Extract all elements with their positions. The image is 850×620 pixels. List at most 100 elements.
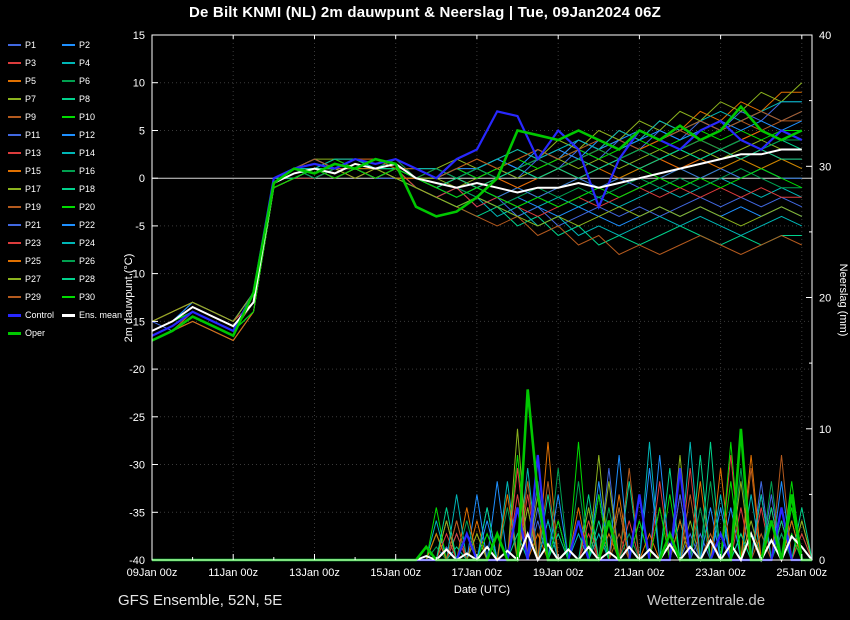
svg-text:09Jan 00z: 09Jan 00z — [127, 567, 178, 579]
svg-text:-35: -35 — [129, 507, 145, 519]
svg-text:40: 40 — [819, 30, 831, 42]
legend-item-label: P10 — [79, 112, 96, 122]
chart-tick-labels: 15 10 5 0 -5 -10 -15 -20 -25 -30 -35 -40 0 10 20 30 40 09… — [127, 30, 832, 579]
svg-text:-20: -20 — [129, 364, 145, 376]
svg-text:17Jan 00z: 17Jan 00z — [452, 567, 503, 579]
legend-item-label: P11 — [25, 130, 41, 140]
legend-item-p4: P4 — [62, 54, 122, 72]
legend-item-p27: P27 — [8, 270, 54, 288]
y-right-axis-label: Neerslag (mm) — [837, 264, 849, 337]
legend-item-label: Ens. mean — [79, 310, 123, 320]
legend-item-label: P19 — [25, 202, 42, 212]
legend-item-p20: P20 — [62, 198, 122, 216]
svg-text:5: 5 — [139, 126, 145, 138]
legend-item-label: P4 — [79, 58, 91, 68]
legend-item-label: Oper — [25, 328, 46, 338]
legend-item-label: P20 — [79, 202, 96, 212]
legend-item-p24: P24 — [62, 234, 122, 252]
page-title: De Bilt KNMI (NL) 2m dauwpunt & Neerslag… — [188, 4, 662, 21]
legend-line-swatch — [62, 224, 76, 226]
legend-line-swatch — [8, 242, 21, 244]
legend-item-p21: P21 — [8, 216, 54, 234]
legend-item-label: P21 — [25, 220, 42, 230]
x-axis-label: Date (UTC) — [454, 584, 510, 596]
chart-gridlines — [151, 34, 812, 561]
legend-item-label: P7 — [25, 94, 37, 104]
legend-item-p6: P6 — [62, 72, 122, 90]
svg-text:10: 10 — [819, 424, 831, 436]
legend-item-p30: P30 — [62, 288, 122, 306]
legend-item-p2: P2 — [62, 36, 122, 54]
svg-text:11Jan 00z: 11Jan 00z — [208, 567, 258, 579]
legend-line-swatch — [62, 116, 76, 118]
svg-text:-15: -15 — [129, 316, 145, 328]
legend-line-swatch — [8, 331, 21, 335]
y-left-axis-label: 2m dauwpunt (°C) — [123, 254, 135, 343]
svg-text:-40: -40 — [129, 555, 145, 567]
svg-text:15Jan 00z: 15Jan 00z — [370, 567, 421, 579]
legend-line-swatch — [8, 224, 21, 226]
legend-item-label: P25 — [25, 256, 42, 266]
legend-item-p9: P9 — [8, 108, 54, 126]
legend-item-label: P22 — [79, 220, 96, 230]
legend-item-p25: P25 — [8, 252, 54, 270]
legend-line-swatch — [8, 296, 21, 298]
legend-line-swatch — [62, 98, 76, 100]
legend-item-p28: P28 — [62, 270, 122, 288]
legend-item-label: P8 — [79, 94, 91, 104]
legend: P1 P3 P5 P7 P9 P11 P13 P15 P17 P19 P21 P23 P25 P27 P29… — [8, 36, 122, 342]
legend-item-p13: P13 — [8, 144, 54, 162]
svg-text:30: 30 — [819, 161, 831, 173]
legend-item-p22: P22 — [62, 216, 122, 234]
svg-text:0: 0 — [139, 173, 145, 185]
legend-line-swatch — [8, 278, 21, 280]
legend-line-swatch — [62, 313, 76, 317]
svg-text:-5: -5 — [135, 221, 145, 233]
legend-line-swatch — [62, 152, 76, 154]
svg-text:10: 10 — [133, 78, 145, 90]
legend-line-swatch — [8, 44, 21, 46]
legend-line-swatch — [62, 62, 76, 64]
legend-line-swatch — [62, 296, 76, 298]
legend-line-swatch — [62, 170, 76, 172]
legend-line-swatch — [8, 152, 21, 154]
legend-line-swatch — [8, 134, 21, 136]
legend-line-swatch — [62, 242, 76, 244]
legend-item-label: P28 — [79, 274, 96, 284]
legend-item-label: P14 — [79, 148, 96, 158]
legend-item-label: P3 — [25, 58, 37, 68]
legend-item-p1: P1 — [8, 36, 54, 54]
legend-col-1: P1 P3 P5 P7 P9 P11 P13 P15 P17 P19 P21 P23 P25 P27 P29… — [8, 36, 54, 342]
svg-text:0: 0 — [819, 555, 825, 567]
legend-item-p17: P17 — [8, 180, 54, 198]
legend-item-label: P30 — [79, 292, 96, 302]
chart-series-lines — [151, 82, 813, 563]
legend-item-label: P13 — [25, 148, 42, 158]
svg-text:23Jan 00z: 23Jan 00z — [695, 567, 746, 579]
legend-item-label: P1 — [25, 40, 37, 50]
footer-model-info: GFS Ensemble, 52N, 5E — [118, 592, 283, 609]
legend-item-p29: P29 — [8, 288, 54, 306]
svg-text:13Jan 00z: 13Jan 00z — [289, 567, 340, 579]
legend-line-swatch — [8, 98, 21, 100]
legend-item-label: P17 — [25, 184, 42, 194]
legend-line-swatch — [62, 44, 76, 46]
legend-item-label: P12 — [79, 130, 96, 140]
legend-line-swatch — [62, 278, 76, 280]
legend-line-swatch — [8, 170, 21, 172]
legend-item-label: P27 — [25, 274, 42, 284]
svg-text:20: 20 — [819, 293, 831, 305]
legend-item-p5: P5 — [8, 72, 54, 90]
legend-item-label: P26 — [79, 256, 96, 266]
legend-item-oper: Oper — [8, 324, 54, 342]
legend-line-swatch — [62, 188, 76, 190]
legend-item-label: P23 — [25, 238, 42, 248]
svg-text:19Jan 00z: 19Jan 00z — [533, 567, 584, 579]
legend-item-p7: P7 — [8, 90, 54, 108]
svg-text:25Jan 00z: 25Jan 00z — [776, 567, 827, 579]
chart-axes — [151, 34, 813, 561]
legend-line-swatch — [8, 80, 21, 82]
legend-line-swatch — [8, 188, 21, 190]
